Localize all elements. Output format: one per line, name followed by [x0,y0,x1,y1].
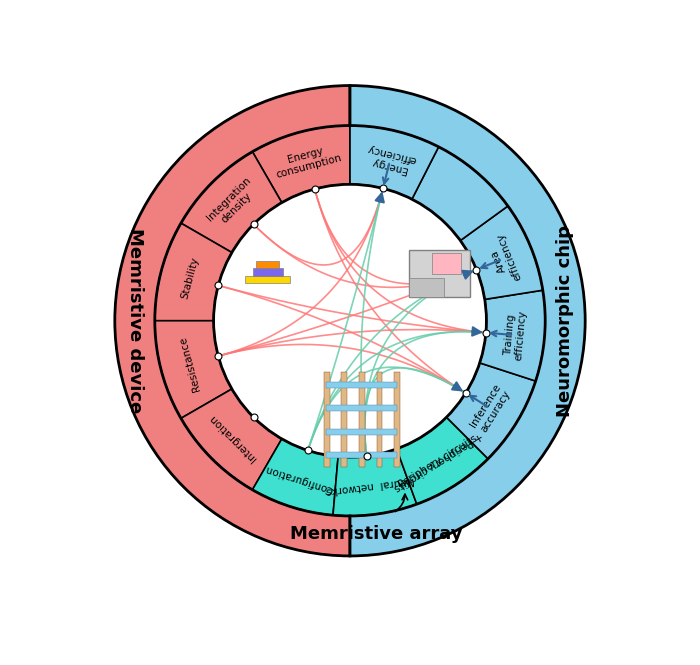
FancyBboxPatch shape [326,406,397,411]
Circle shape [214,184,486,457]
Wedge shape [155,321,232,418]
FancyBboxPatch shape [253,268,283,275]
Wedge shape [181,152,282,253]
Wedge shape [461,206,542,299]
FancyBboxPatch shape [323,372,330,467]
FancyBboxPatch shape [326,382,397,388]
FancyBboxPatch shape [342,372,347,467]
Text: Inference
accuracy: Inference accuracy [468,382,513,435]
Text: + Periphery circuits: + Periphery circuits [391,430,484,493]
Wedge shape [155,223,232,321]
Wedge shape [350,86,585,556]
FancyBboxPatch shape [256,261,279,268]
Wedge shape [412,147,508,241]
Text: Energy
consumption: Energy consumption [272,142,342,180]
FancyBboxPatch shape [245,275,290,283]
Wedge shape [253,439,338,515]
Text: Intergration: Intergration [207,412,258,464]
Text: Neural  networks: Neural networks [326,475,415,495]
Wedge shape [181,389,282,490]
Text: Area
efficiency: Area efficiency [484,231,523,286]
Text: Integration
density: Integration density [204,176,261,231]
Text: Memristive array: Memristive array [290,525,463,543]
Text: Configuration: Configuration [263,463,334,494]
Text: Resistance: Resistance [178,335,202,392]
Text: Stability: Stability [179,256,200,300]
Wedge shape [253,126,350,203]
FancyBboxPatch shape [359,372,365,467]
Wedge shape [447,363,536,459]
FancyBboxPatch shape [326,452,397,458]
FancyBboxPatch shape [409,250,470,297]
Text: Periphery circuits: Periphery circuits [397,433,479,489]
FancyBboxPatch shape [433,253,461,274]
Text: Neuromorphic chip: Neuromorphic chip [556,225,574,417]
FancyBboxPatch shape [394,372,400,467]
Wedge shape [115,86,350,556]
Text: Energy
efficiency: Energy efficiency [363,143,417,176]
FancyBboxPatch shape [326,429,397,435]
Wedge shape [350,126,439,200]
FancyBboxPatch shape [409,279,444,297]
Wedge shape [480,290,545,381]
Text: Memristive device: Memristive device [126,228,144,414]
FancyBboxPatch shape [377,372,382,467]
Wedge shape [333,449,416,516]
Text: Training
efficiency: Training efficiency [502,309,528,361]
Wedge shape [397,417,488,504]
